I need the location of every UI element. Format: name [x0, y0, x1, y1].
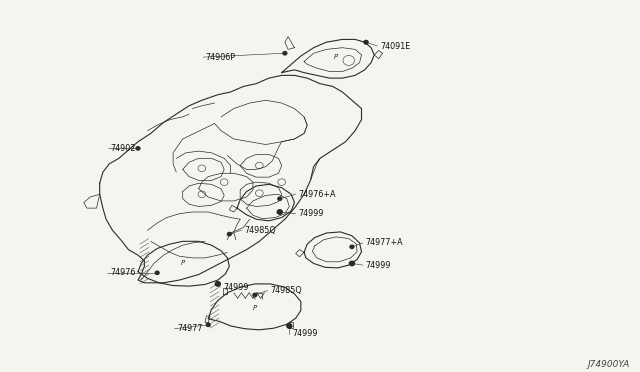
Text: 74999: 74999: [365, 261, 391, 270]
Text: 74985Q: 74985Q: [244, 226, 276, 235]
Circle shape: [278, 197, 282, 201]
Text: 74999: 74999: [223, 283, 248, 292]
Text: 74902: 74902: [111, 144, 136, 153]
Text: J74900YA: J74900YA: [588, 360, 630, 369]
Circle shape: [278, 210, 282, 214]
Circle shape: [216, 282, 220, 286]
Circle shape: [349, 261, 355, 266]
Circle shape: [283, 52, 287, 55]
Circle shape: [287, 324, 292, 328]
Circle shape: [253, 293, 257, 296]
Circle shape: [277, 210, 282, 214]
Circle shape: [364, 41, 368, 44]
Circle shape: [364, 41, 368, 44]
Circle shape: [215, 282, 220, 286]
Text: 74976: 74976: [110, 268, 135, 278]
Text: P: P: [253, 305, 257, 311]
Text: 74985Q: 74985Q: [270, 286, 302, 295]
Circle shape: [136, 147, 140, 150]
Text: 74977+A: 74977+A: [365, 238, 403, 247]
Text: P: P: [180, 260, 185, 266]
Circle shape: [227, 232, 231, 236]
Circle shape: [156, 271, 159, 275]
Text: P: P: [334, 54, 338, 60]
Circle shape: [350, 245, 354, 248]
Circle shape: [350, 262, 354, 265]
Text: 74091E: 74091E: [380, 42, 410, 51]
Circle shape: [206, 323, 210, 327]
Circle shape: [287, 324, 291, 328]
Text: 74999: 74999: [292, 329, 317, 338]
Text: 74977: 74977: [177, 324, 202, 333]
Text: 74999: 74999: [298, 209, 324, 218]
Text: 74906P: 74906P: [205, 52, 236, 62]
Text: 74976+A: 74976+A: [298, 190, 336, 199]
